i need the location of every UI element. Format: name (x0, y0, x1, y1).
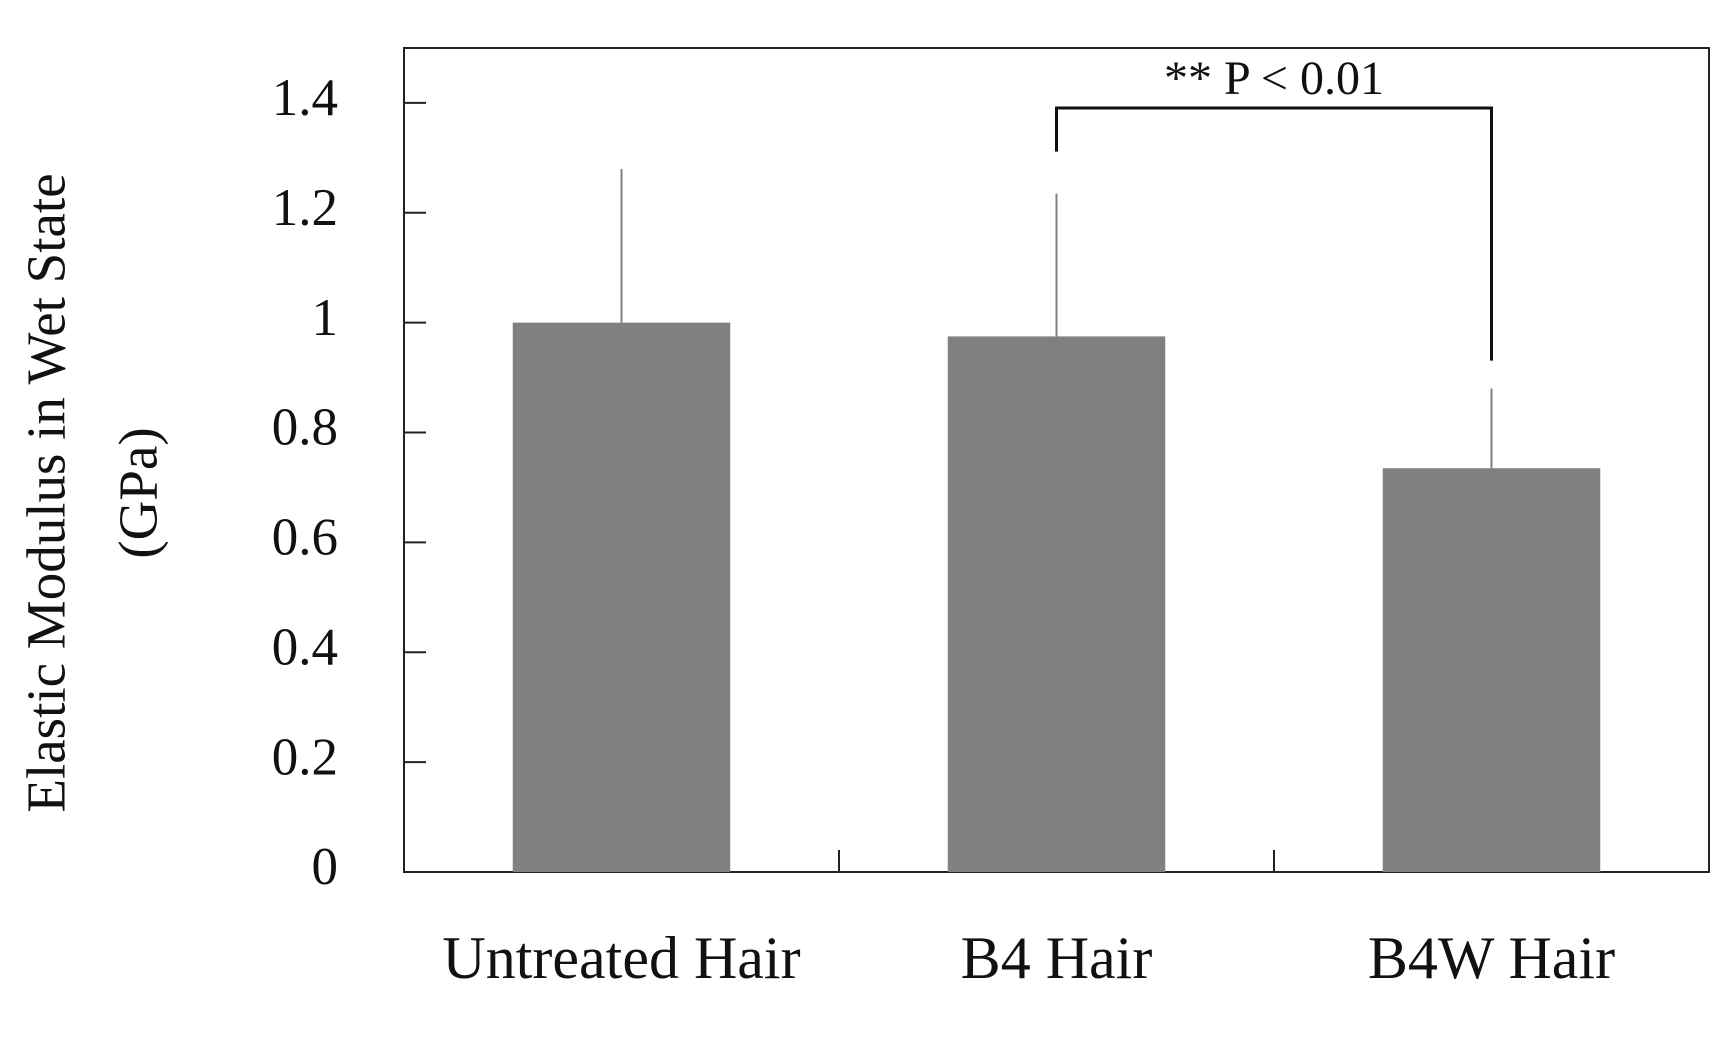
y-tick-label: 0.6 (272, 509, 338, 567)
y-tick-label: 1 (312, 289, 339, 347)
y-tick-label: 1.4 (272, 69, 338, 127)
x-tick-label: B4 Hair (961, 925, 1153, 991)
bar (512, 322, 731, 873)
y-label-line: Elastic Modulus in Wet State (16, 173, 77, 812)
bar (1382, 468, 1601, 872)
annotation: ** P < 0.01 (1164, 52, 1384, 105)
significance-bracket (1055, 106, 1493, 361)
y-tick-label: 0.2 (272, 728, 338, 786)
x-tick-label: B4W Hair (1368, 925, 1615, 991)
y-tick-label: 0 (312, 838, 339, 896)
y-tick-label: 0.8 (272, 399, 338, 457)
bar (947, 336, 1166, 872)
y-tick-label: 1.2 (272, 179, 338, 237)
y-tick-label: 0.4 (272, 618, 338, 676)
y-axis-label: Elastic Modulus in Wet State (GPa) (16, 173, 169, 812)
y-label-line: (GPa) (108, 427, 169, 558)
x-tick-label: Untreated Hair (442, 925, 800, 991)
